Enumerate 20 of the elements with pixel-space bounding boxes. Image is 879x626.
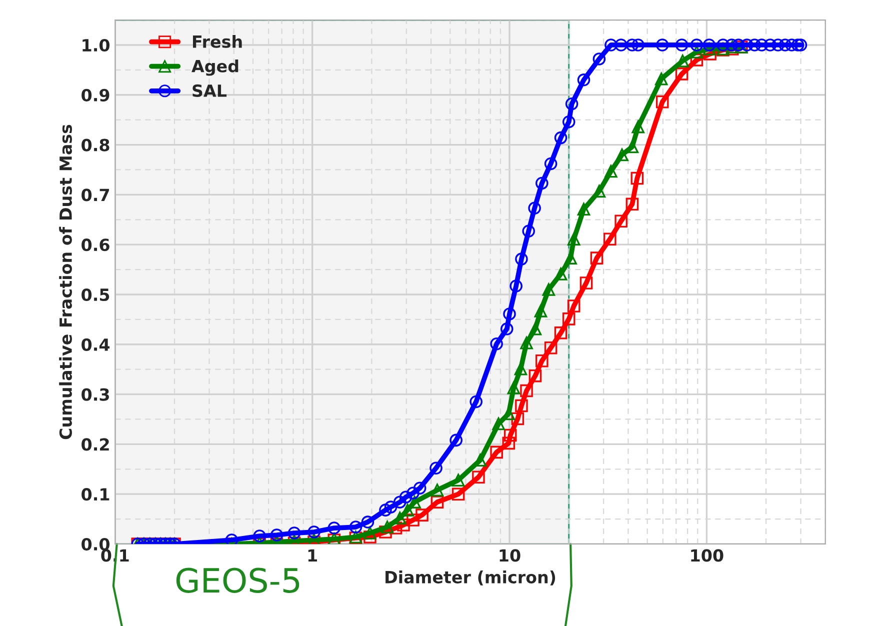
band-label: GEOS-5: [176, 568, 300, 593]
legend-label: Aged: [192, 59, 238, 76]
y-tick-label: 0.5: [82, 288, 110, 302]
y-tick-label: 0.1: [82, 488, 110, 501]
y-tick-label: 1.0: [82, 38, 110, 52]
y-tick-label: 0.6: [82, 238, 110, 252]
y-tick-label: 0.4: [82, 338, 110, 351]
y-tick-label: 0.7: [82, 188, 109, 202]
x-tick-label: 10: [500, 549, 520, 562]
y-tick-label: 0.9: [82, 88, 110, 102]
x-tick-label: 1: [308, 549, 317, 562]
y-tick-label: 0.8: [82, 138, 110, 152]
legend-label: SAL: [192, 84, 227, 97]
x-axis-title: Diameter (micron): [386, 570, 556, 586]
y-tick-label: 0.0: [82, 538, 110, 551]
legend-label: Fresh: [192, 35, 242, 48]
y-tick-label: 0.2: [82, 438, 109, 451]
y-tick-label: 0.3: [82, 388, 109, 401]
x-tick-label: 100: [691, 549, 724, 562]
y-axis-title: Cumulative Fraction of Dust Mass: [59, 124, 72, 440]
